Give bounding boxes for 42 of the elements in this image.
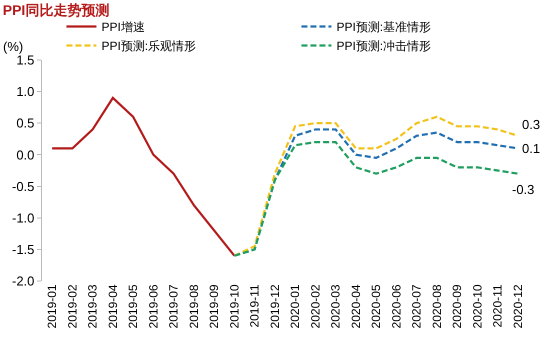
x-tick-label: 2019-11 bbox=[248, 284, 262, 328]
x-tick-label: 2019-01 bbox=[45, 284, 60, 328]
x-tick-label: 2019-04 bbox=[106, 284, 120, 328]
y-axis-title: (%) bbox=[3, 39, 24, 54]
x-tick-label: 2020-07 bbox=[410, 284, 424, 328]
y-tick-label: 1.0 bbox=[16, 84, 34, 100]
chart-title: PPI同比走势预测 bbox=[2, 2, 110, 18]
annotation: 0.3 bbox=[522, 117, 540, 132]
x-tick-label: 2020-12 bbox=[510, 284, 525, 328]
x-tick-label: 2020-10 bbox=[470, 284, 484, 328]
x-tick-label: 2020-04 bbox=[348, 284, 363, 328]
x-tick-label: 2020-11 bbox=[490, 284, 505, 328]
y-tick-label: 0.5 bbox=[16, 116, 34, 131]
x-tick-label: 2019-02 bbox=[65, 284, 80, 328]
legend-label: PPI预测:基准情形 bbox=[336, 20, 432, 34]
x-tick-label: 2019-06 bbox=[146, 284, 160, 328]
legend-label: PPI预测:冲击情形 bbox=[336, 39, 432, 54]
line-series bbox=[51, 96, 236, 257]
x-tick-label: 2020-08 bbox=[430, 284, 444, 328]
x-tick-label: 2019-12 bbox=[268, 284, 282, 328]
legend-label: PPI增速 bbox=[101, 20, 145, 34]
x-tick-label: 2019-03 bbox=[86, 284, 100, 328]
x-tick-label: 2019-08 bbox=[186, 284, 201, 328]
x-tick-label: 2019-05 bbox=[126, 284, 140, 328]
x-tick-label: 2019-10 bbox=[227, 284, 242, 328]
y-tick-label: 0.0 bbox=[16, 147, 34, 162]
y-tick-label: 1.5 bbox=[16, 52, 34, 68]
y-tick-label: -2.0 bbox=[12, 274, 34, 289]
x-tick-label: 2019-09 bbox=[207, 284, 222, 328]
y-tick-label: -0.5 bbox=[12, 178, 34, 194]
y-tick-label: -1.0 bbox=[12, 210, 34, 226]
annotation: 0.1 bbox=[522, 141, 540, 156]
annotation: -0.3 bbox=[512, 182, 534, 197]
x-tick-label: 2020-03 bbox=[328, 284, 343, 328]
legend-label: PPI预测:乐观情形 bbox=[101, 39, 196, 54]
x-tick-label: 2020-09 bbox=[450, 284, 464, 328]
x-tick-label: 2020-02 bbox=[308, 284, 322, 328]
x-tick-label: 2020-05 bbox=[369, 284, 384, 328]
x-tick-label: 2020-06 bbox=[389, 284, 404, 328]
y-tick-label: -1.5 bbox=[12, 242, 34, 257]
x-tick-label: 2019-07 bbox=[166, 284, 181, 328]
x-tick-label: 2020-01 bbox=[288, 284, 302, 328]
